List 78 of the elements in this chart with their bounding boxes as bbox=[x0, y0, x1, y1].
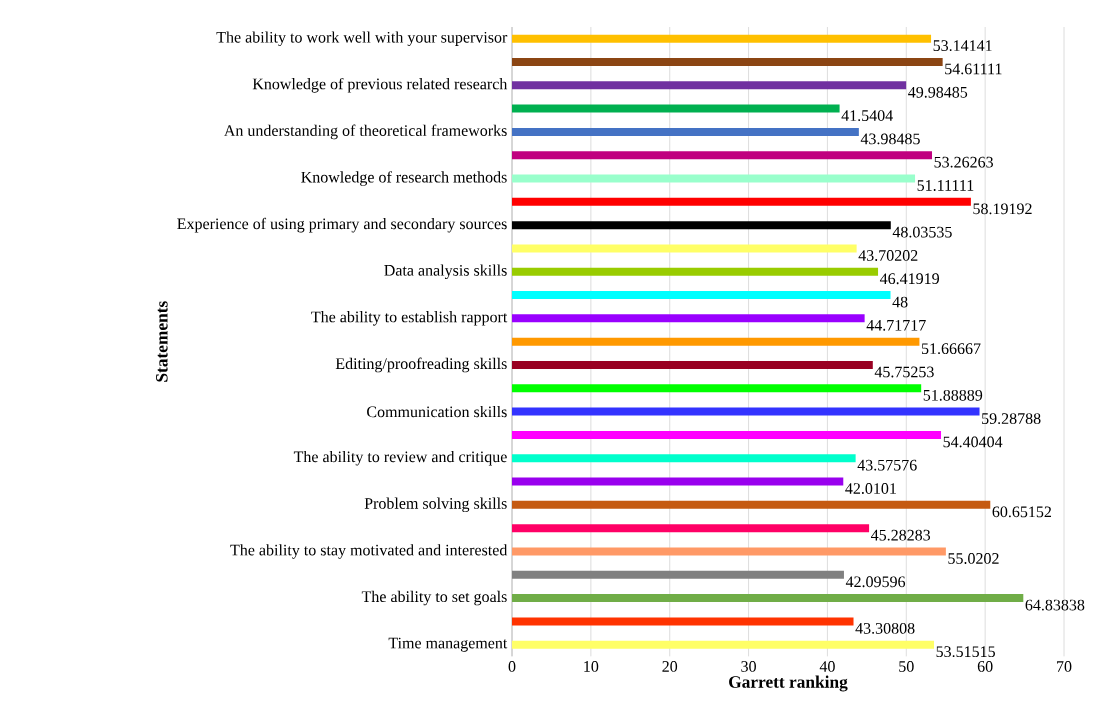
data-label: 48.03535 bbox=[892, 226, 952, 238]
bar bbox=[512, 151, 933, 160]
bar bbox=[512, 104, 840, 113]
data-label: 42.0101 bbox=[845, 483, 896, 494]
bar bbox=[512, 221, 891, 230]
y-tick-label: The ability to establish rapport bbox=[311, 311, 508, 326]
data-label: 45.28283 bbox=[871, 529, 931, 541]
y-tick-label: The ability to set goals bbox=[361, 590, 507, 606]
data-label: 53.26263 bbox=[934, 156, 993, 168]
data-label: 44.71717 bbox=[866, 319, 926, 331]
data-label: 49.98485 bbox=[908, 86, 968, 98]
bar bbox=[512, 174, 916, 183]
bar bbox=[512, 81, 907, 90]
x-tick-label: 40 bbox=[819, 661, 835, 672]
data-label: 42.09596 bbox=[845, 576, 906, 588]
data-label: 43.57576 bbox=[857, 459, 917, 471]
y-tick-label: Data analysis skills bbox=[384, 264, 507, 280]
y-tick-label: The ability to work well with your supervisor bbox=[216, 31, 508, 46]
data-label: 43.70202 bbox=[858, 250, 918, 261]
data-label: 55.0202 bbox=[948, 553, 999, 564]
data-label: 43.30808 bbox=[855, 622, 915, 634]
data-label: 53.14141 bbox=[933, 40, 992, 52]
x-tick-label: 0 bbox=[508, 661, 516, 672]
y-tick-label: Time management bbox=[388, 637, 508, 652]
data-label: 51.11111 bbox=[917, 180, 974, 191]
data-label: 48 bbox=[892, 296, 908, 308]
x-tick-label: 50 bbox=[899, 661, 914, 672]
y-tick-label: An understanding of theoretical frameworks bbox=[224, 124, 507, 140]
y-axis-title: Statements bbox=[155, 301, 168, 382]
bar bbox=[512, 360, 873, 369]
y-tick-label: Experience of using primary and secondary sources bbox=[177, 217, 507, 233]
bar bbox=[512, 244, 857, 253]
bar bbox=[512, 337, 920, 346]
bar bbox=[512, 127, 859, 136]
y-tick-label: The ability to review and critique bbox=[293, 450, 507, 466]
x-tick-label: 60 bbox=[977, 661, 993, 672]
bar bbox=[512, 594, 1024, 603]
data-label: 54.40404 bbox=[943, 436, 1003, 448]
bar bbox=[512, 454, 856, 463]
y-tick-label: Knowledge of research methods bbox=[301, 171, 507, 186]
bar bbox=[512, 617, 854, 626]
data-label: 41.5404 bbox=[841, 110, 893, 122]
y-tick-label: Problem solving skills bbox=[364, 497, 507, 513]
bar bbox=[512, 430, 942, 439]
bar bbox=[512, 500, 991, 509]
bar bbox=[512, 314, 865, 323]
bar bbox=[512, 267, 879, 276]
data-label: 59.28788 bbox=[982, 413, 1041, 425]
bar bbox=[512, 640, 935, 649]
data-label: 43.98485 bbox=[860, 133, 920, 145]
y-tick-label: Editing/proofreading skills bbox=[335, 357, 507, 373]
x-tick-label: 10 bbox=[584, 661, 599, 672]
data-label: 54.61111 bbox=[945, 63, 1002, 75]
data-label: 51.66667 bbox=[921, 343, 981, 355]
data-label: 64.83838 bbox=[1025, 599, 1085, 611]
bar bbox=[512, 34, 932, 43]
data-label: 60.65152 bbox=[992, 506, 1052, 518]
x-axis-title: Garrett ranking bbox=[729, 675, 848, 692]
bar bbox=[512, 570, 844, 579]
data-label: 51.88889 bbox=[923, 389, 983, 401]
data-label: 53.51515 bbox=[936, 646, 995, 658]
bar bbox=[512, 57, 943, 66]
data-label: 46.41919 bbox=[879, 273, 940, 285]
bar bbox=[512, 524, 870, 533]
data-label: 58.19192 bbox=[973, 203, 1032, 215]
bar bbox=[512, 547, 946, 556]
x-tick-label: 30 bbox=[741, 661, 756, 672]
x-tick-label: 20 bbox=[662, 661, 678, 672]
bar bbox=[512, 407, 980, 416]
x-tick-label: 70 bbox=[1057, 661, 1072, 672]
y-tick-label: Knowledge of previous related research bbox=[252, 77, 508, 93]
y-tick-label: Communication skills bbox=[367, 405, 507, 418]
bar bbox=[512, 477, 844, 486]
bar bbox=[512, 197, 971, 206]
data-label: 45.75253 bbox=[874, 366, 934, 378]
bar bbox=[512, 291, 891, 300]
bar bbox=[512, 384, 922, 393]
y-tick-label: The ability to stay motivated and interested bbox=[230, 544, 508, 559]
